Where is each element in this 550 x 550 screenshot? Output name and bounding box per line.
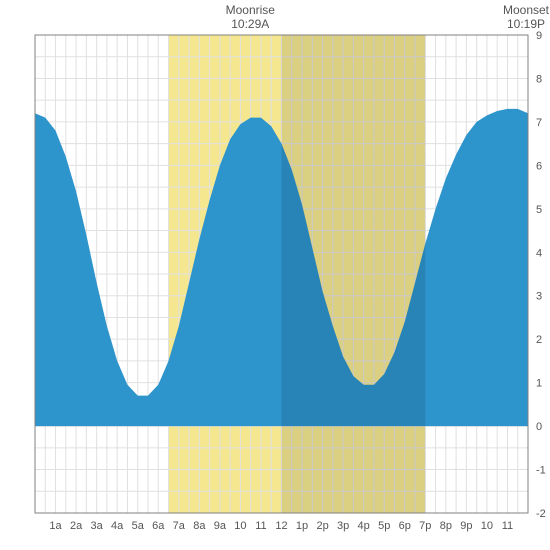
y-tick-label: 0 (536, 421, 542, 433)
y-tick-label: -2 (536, 508, 546, 520)
moonset-value: 10:19P (507, 17, 545, 31)
moonrise-label: Moonrise (226, 3, 276, 17)
x-tick-label: 9p (460, 520, 472, 532)
y-tick-label: 3 (536, 291, 542, 303)
y-tick-label: 2 (536, 334, 542, 346)
x-tick-label: 8a (193, 520, 206, 532)
x-tick-label: 4p (358, 520, 370, 532)
x-tick-label: 10 (481, 520, 493, 532)
x-tick-label: 4a (111, 520, 124, 532)
x-tick-label: 6p (399, 520, 411, 532)
y-tick-label: 7 (536, 117, 542, 129)
x-tick-label: 6a (152, 520, 165, 532)
y-tick-label: 9 (536, 30, 542, 42)
y-tick-label: -1 (536, 465, 546, 477)
x-tick-label: 9a (214, 520, 227, 532)
moonset-label: Moonset (503, 3, 550, 17)
x-tick-label: 11 (502, 520, 513, 532)
moonrise-value: 10:29A (231, 17, 269, 31)
x-tick-label: 3p (337, 520, 349, 532)
x-tick-label: 8p (440, 520, 452, 532)
x-tick-label: 1a (49, 520, 62, 532)
x-tick-label: 5p (378, 520, 390, 532)
chart-svg: -2-101234567891a2a3a4a5a6a7a8a9a1011121p… (0, 0, 550, 550)
y-tick-label: 4 (536, 247, 542, 259)
x-tick-label: 7a (173, 520, 186, 532)
y-tick-label: 6 (536, 160, 542, 172)
x-tick-label: 3a (91, 520, 104, 532)
x-tick-label: 12 (275, 520, 287, 532)
x-tick-label: 11 (255, 520, 266, 532)
x-tick-label: 10 (234, 520, 246, 532)
x-tick-label: 5a (132, 520, 145, 532)
y-tick-label: 5 (536, 204, 542, 216)
x-tick-label: 7p (419, 520, 431, 532)
x-tick-label: 1p (296, 520, 308, 532)
x-tick-label: 2p (316, 520, 328, 532)
y-tick-label: 8 (536, 73, 542, 85)
afternoon-shade (282, 35, 426, 513)
y-tick-label: 1 (536, 378, 542, 390)
tide-chart: -2-101234567891a2a3a4a5a6a7a8a9a1011121p… (0, 0, 550, 550)
x-tick-label: 2a (70, 520, 83, 532)
